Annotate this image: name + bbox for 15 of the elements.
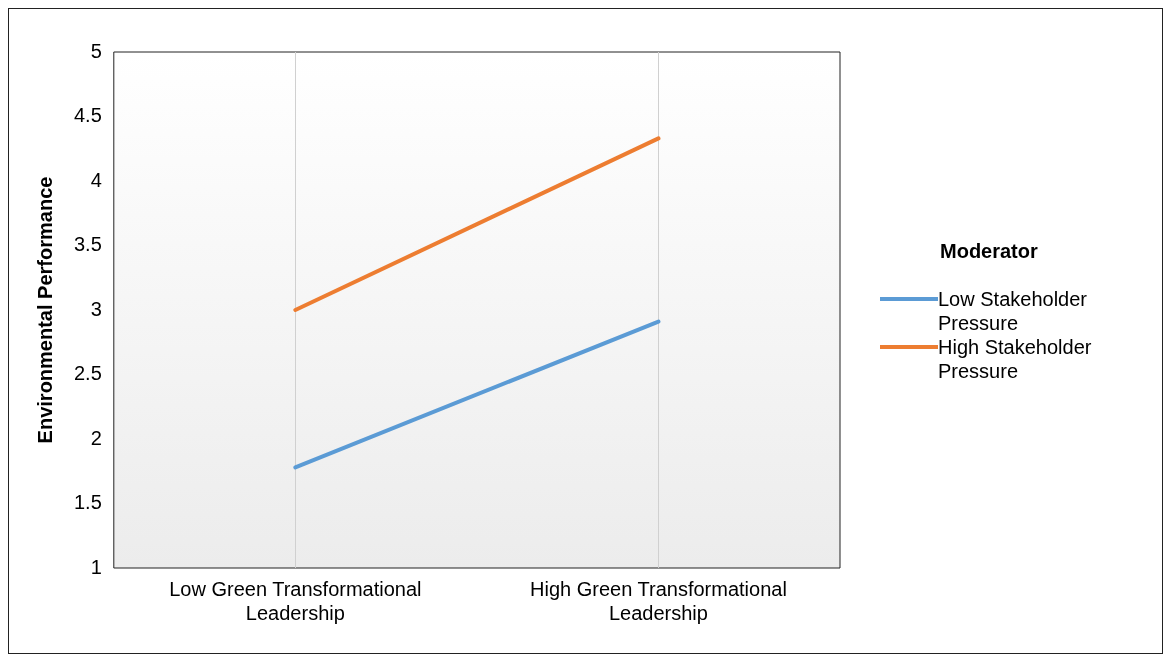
legend-title: Moderator [940, 240, 1039, 263]
x-tick-label: Low Green Transformational Leadership [169, 577, 422, 624]
y-tick-label: 1.5 [73, 491, 102, 514]
legend-label: High Stakeholder Pressure [938, 335, 1093, 383]
y-tick-label: 1 [90, 555, 102, 578]
y-tick-label: 5 [90, 39, 102, 62]
y-tick-label: 4.5 [73, 104, 102, 127]
y-axis-title: Environmental Performance [33, 176, 56, 444]
x-tick-label: High Green Transformational Leadership [530, 577, 787, 624]
y-tick-label: 3 [90, 297, 102, 320]
y-tick-label: 3.5 [73, 233, 102, 256]
legend-label: Low Stakeholder Pressure [938, 287, 1088, 335]
y-tick-label: 2.5 [73, 362, 102, 385]
y-tick-label: 4 [90, 168, 102, 191]
y-tick-label: 2 [90, 426, 102, 449]
